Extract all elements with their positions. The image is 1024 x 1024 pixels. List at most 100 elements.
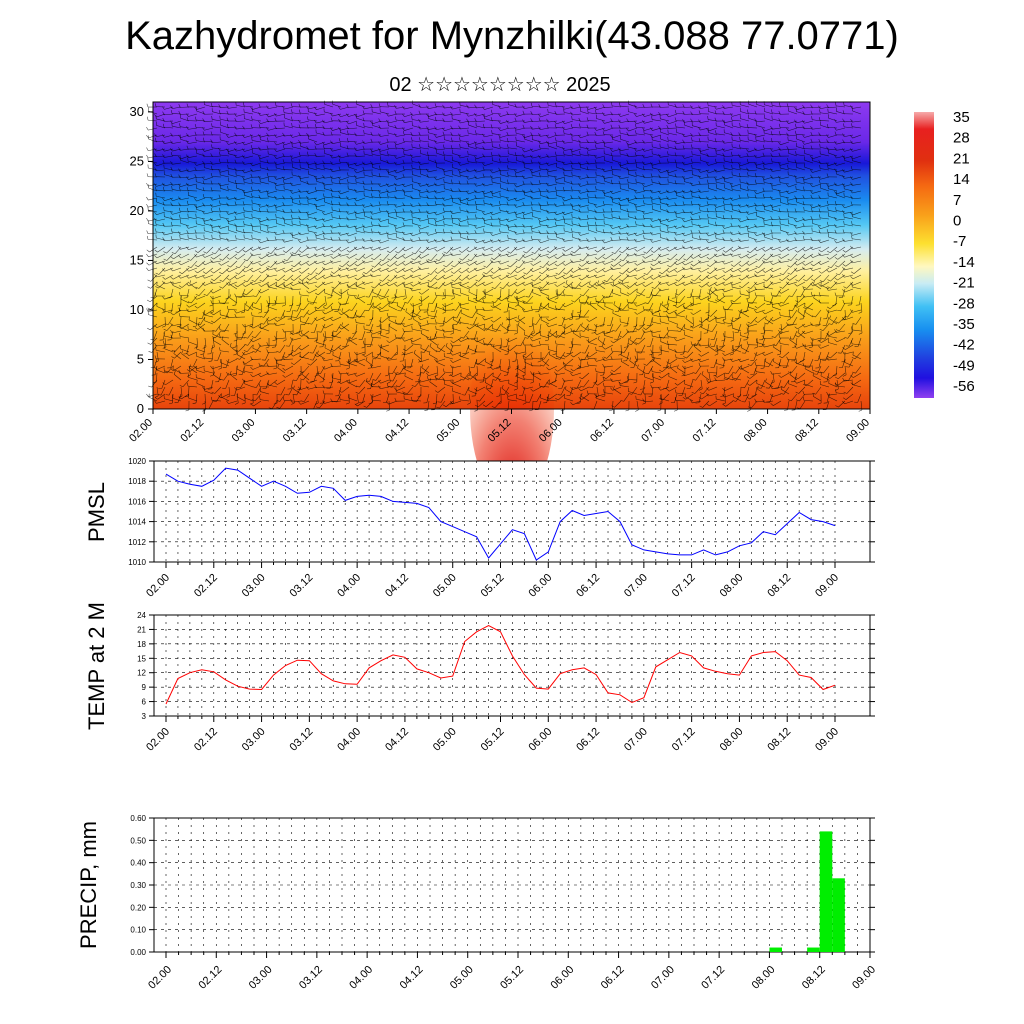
wind-barb-flag bbox=[178, 285, 183, 288]
wind-barb-flag bbox=[738, 245, 741, 250]
wind-barb-flag bbox=[666, 113, 669, 118]
wind-barb bbox=[748, 253, 758, 259]
wind-barb bbox=[732, 267, 742, 273]
wind-barb-flag bbox=[546, 262, 550, 266]
wind-barb bbox=[820, 168, 830, 171]
wind-barb bbox=[732, 119, 742, 122]
wind-barb bbox=[524, 253, 534, 258]
wind-barb-flag bbox=[514, 169, 517, 174]
wind-barb bbox=[212, 162, 222, 165]
wind-barb bbox=[164, 126, 174, 129]
wind-barb bbox=[428, 132, 438, 136]
wind-barb bbox=[460, 281, 470, 286]
wind-barb bbox=[850, 295, 854, 305]
wind-barb-flag bbox=[634, 238, 637, 243]
wind-barb bbox=[436, 224, 446, 227]
wind-barb-flag bbox=[178, 207, 181, 212]
wind-barb bbox=[668, 274, 678, 278]
wind-barb bbox=[668, 120, 678, 125]
wind-barb-flag bbox=[786, 232, 789, 236]
wind-barb bbox=[180, 189, 190, 192]
wind-barb bbox=[156, 169, 166, 172]
wind-barb-flag bbox=[450, 106, 453, 110]
wind-barb-flag bbox=[802, 230, 805, 235]
wind-barb bbox=[564, 154, 574, 157]
wind-barb-flag bbox=[754, 232, 757, 236]
wind-barb bbox=[188, 246, 198, 251]
wind-barb bbox=[396, 155, 406, 159]
wind-barb-flag bbox=[490, 175, 493, 179]
wind-barb bbox=[284, 267, 294, 273]
wind-barb-flag bbox=[514, 184, 517, 188]
wind-barb bbox=[172, 106, 182, 109]
wind-barb bbox=[780, 105, 790, 108]
wind-barb bbox=[172, 218, 182, 221]
wind-barb-flag bbox=[650, 263, 654, 267]
wind-barb bbox=[308, 216, 318, 220]
wind-barb-flag bbox=[698, 229, 701, 234]
wind-barb bbox=[644, 238, 654, 241]
wind-barb-flag bbox=[554, 276, 558, 280]
wind-barb bbox=[572, 134, 582, 137]
wind-barb-flag bbox=[210, 207, 213, 212]
wind-barb-flag bbox=[651, 116, 653, 120]
wind-barb-flag bbox=[818, 160, 821, 164]
wind-barb-flag bbox=[787, 272, 791, 275]
page-title: Kazhydromet for Mynzhilki(43.088 77.0771… bbox=[125, 14, 899, 58]
wind-barb-flag bbox=[803, 286, 807, 289]
wind-barb-flag bbox=[634, 232, 637, 236]
wind-barb bbox=[188, 176, 198, 180]
wind-barb bbox=[340, 127, 350, 131]
wind-barb-flag bbox=[554, 246, 557, 250]
wind-barb bbox=[284, 125, 294, 129]
wind-barb bbox=[228, 174, 238, 178]
wind-barb bbox=[356, 190, 366, 193]
wind-barb-flag bbox=[634, 268, 637, 272]
wind-barb bbox=[564, 211, 574, 215]
wind-barb bbox=[852, 260, 862, 264]
wind-barb-flag bbox=[314, 119, 317, 124]
wind-barb bbox=[220, 131, 230, 136]
wind-barb bbox=[812, 223, 822, 227]
wind-barb bbox=[180, 204, 190, 207]
wind-barb bbox=[764, 204, 774, 207]
wind-barb-flag bbox=[571, 115, 573, 120]
wind-barb bbox=[788, 174, 798, 178]
wind-barb-flag bbox=[298, 159, 301, 163]
wind-barb bbox=[300, 223, 310, 227]
wind-barb bbox=[532, 216, 542, 220]
wind-barb bbox=[412, 288, 422, 292]
wind-barb bbox=[276, 204, 286, 208]
wind-barb-flag bbox=[626, 153, 629, 157]
wind-barb-flag bbox=[786, 197, 789, 201]
wind-barb bbox=[382, 253, 390, 261]
wind-barb bbox=[355, 204, 366, 206]
wind-barb-flag bbox=[634, 159, 637, 163]
wind-barb-flag bbox=[611, 102, 613, 106]
wind-barb bbox=[540, 162, 550, 165]
wind-barb bbox=[204, 204, 214, 207]
wind-barb bbox=[308, 106, 318, 110]
wind-barb-flag bbox=[402, 166, 405, 170]
wind-barb-flag bbox=[730, 253, 733, 257]
wind-barb bbox=[700, 238, 710, 241]
wind-barb bbox=[364, 260, 374, 264]
wind-barb-flag bbox=[627, 179, 629, 183]
wind-barb-flag bbox=[506, 218, 509, 222]
wind-barb bbox=[844, 253, 854, 258]
wind-barb-flag bbox=[738, 172, 741, 177]
wind-barb-flag bbox=[586, 238, 589, 242]
wind-barb bbox=[524, 134, 534, 138]
wind-barb-flag bbox=[827, 250, 831, 254]
wind-barb bbox=[548, 169, 558, 173]
wind-barb bbox=[732, 113, 742, 117]
wind-barb-flag bbox=[378, 190, 381, 194]
wind-barb bbox=[516, 197, 526, 202]
wind-barb bbox=[348, 182, 358, 185]
wind-barb bbox=[700, 267, 710, 273]
wind-barb-flag bbox=[578, 195, 581, 200]
wind-barb-flag bbox=[306, 196, 309, 200]
wind-barb bbox=[708, 132, 718, 136]
wind-barb-flag bbox=[402, 255, 406, 259]
wind-barb bbox=[780, 182, 790, 185]
